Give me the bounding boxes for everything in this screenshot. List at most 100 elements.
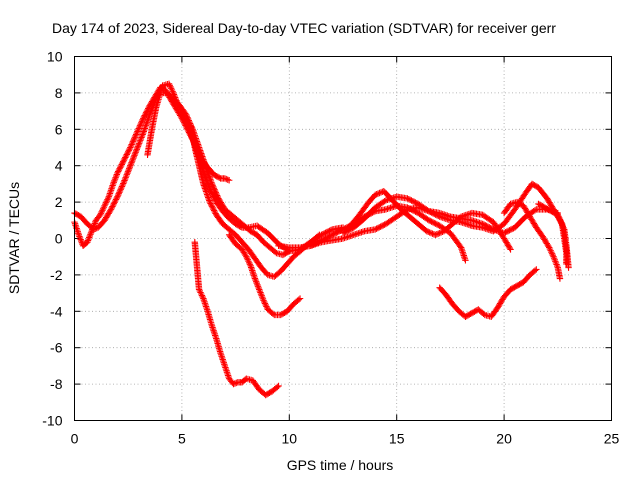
data-point <box>373 225 380 232</box>
data-point <box>252 276 259 284</box>
data-point <box>107 207 114 214</box>
data-point <box>244 256 251 263</box>
data-point <box>130 137 137 144</box>
data-point <box>208 180 216 188</box>
data-point <box>118 161 125 168</box>
data-point <box>209 204 216 211</box>
data-point <box>429 210 437 217</box>
data-point <box>456 243 464 250</box>
data-point <box>552 259 560 267</box>
data-point <box>123 171 131 178</box>
data-point <box>221 175 229 182</box>
y-tick-label: 6 <box>55 121 63 137</box>
data-point <box>373 191 380 198</box>
data-point <box>429 230 436 237</box>
data-point <box>167 85 175 92</box>
data-point <box>378 222 386 230</box>
data-point <box>553 261 560 268</box>
data-point <box>208 201 215 209</box>
data-point <box>124 149 131 157</box>
data-point <box>323 234 331 241</box>
data-point <box>111 199 118 206</box>
data-point <box>113 194 120 202</box>
data-point <box>134 143 142 150</box>
data-point <box>462 257 469 264</box>
data-point <box>341 229 348 236</box>
data-point <box>122 154 129 161</box>
data-point <box>335 228 343 235</box>
data-point <box>138 119 145 126</box>
data-point <box>316 231 323 239</box>
data-point <box>133 147 140 155</box>
data-point <box>132 149 139 156</box>
data-point <box>548 250 556 257</box>
data-point <box>531 207 539 214</box>
data-point <box>121 175 129 183</box>
data-point <box>410 198 418 206</box>
data-point <box>135 125 142 132</box>
data-point <box>185 117 192 124</box>
data-point <box>139 116 146 124</box>
data-point <box>116 187 124 195</box>
data-point <box>429 219 437 226</box>
y-tick-label: -2 <box>50 267 63 283</box>
data-point <box>242 252 249 259</box>
data-point <box>551 256 558 264</box>
data-point <box>99 207 106 214</box>
series-arc-6 <box>225 231 304 319</box>
data-point <box>112 174 119 181</box>
data-point <box>432 231 439 239</box>
data-point <box>425 228 432 236</box>
data-point <box>425 217 433 224</box>
data-point <box>199 293 206 301</box>
data-point <box>134 126 142 134</box>
data-point <box>184 115 192 123</box>
data-point <box>114 193 121 200</box>
data-point <box>546 245 554 253</box>
data-point <box>319 230 327 238</box>
series-arc-10 <box>344 187 514 253</box>
data-point <box>85 235 92 243</box>
data-point <box>128 158 136 165</box>
data-point <box>115 190 122 197</box>
data-point <box>140 113 148 121</box>
data-point <box>125 166 132 174</box>
y-tick-label: 4 <box>55 158 63 174</box>
data-point <box>117 164 124 171</box>
data-point <box>86 232 94 240</box>
data-point <box>133 146 140 153</box>
data-point <box>376 224 383 231</box>
data-point <box>92 225 99 232</box>
data-point <box>558 219 565 226</box>
data-point <box>117 186 124 193</box>
data-point <box>480 310 487 318</box>
data-point <box>91 220 98 227</box>
data-point <box>131 134 139 141</box>
data-point <box>409 197 417 205</box>
data-point <box>124 169 131 177</box>
plot-frame <box>74 56 612 421</box>
data-point <box>431 219 438 227</box>
data-point <box>322 229 329 237</box>
data-point <box>211 208 219 216</box>
data-point <box>131 152 138 159</box>
data-point <box>372 226 379 233</box>
data-point <box>107 206 115 213</box>
data-point <box>231 380 239 387</box>
y-tick-label: 0 <box>55 231 63 247</box>
data-point <box>133 129 140 137</box>
data-point <box>111 177 118 184</box>
data-point <box>552 258 559 265</box>
data-point <box>554 211 561 219</box>
data-point <box>102 199 110 206</box>
data-point <box>275 382 282 390</box>
x-tick-label: 10 <box>282 431 298 447</box>
data-point <box>131 150 139 157</box>
data-point <box>256 286 263 293</box>
y-tick-label: 10 <box>47 49 63 65</box>
data-point <box>167 83 174 91</box>
y-tick-label: -6 <box>50 340 63 356</box>
data-point <box>120 178 128 186</box>
data-point <box>136 123 143 131</box>
